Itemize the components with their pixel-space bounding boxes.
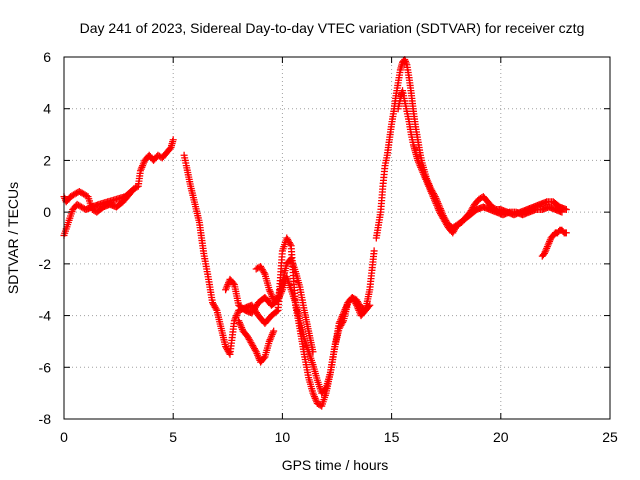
data-point: [130, 185, 138, 193]
y-tick-label: -8: [39, 411, 52, 427]
x-tick-label: 25: [602, 429, 618, 445]
x-tick-label: 15: [384, 429, 400, 445]
y-axis-ticks: -8 -6 -4 -2 0 2 4 6: [39, 49, 610, 427]
y-tick-label: 4: [43, 101, 51, 117]
data-point: [225, 349, 233, 357]
data-point: [270, 327, 278, 335]
plot-frame: [63, 56, 611, 420]
data-point: [169, 136, 177, 144]
data-point: [558, 208, 566, 216]
y-tick-label: 6: [43, 49, 51, 65]
data-point: [286, 240, 294, 248]
data-point: [166, 145, 174, 153]
data-point: [562, 206, 570, 214]
data-point: [370, 247, 378, 255]
data-point: [365, 303, 373, 311]
data-point: [309, 348, 317, 356]
y-tick-label: 0: [43, 204, 51, 220]
x-tick-label: 5: [169, 429, 177, 445]
y-tick-label: -4: [39, 308, 52, 324]
data-point: [260, 269, 268, 277]
data-point: [129, 186, 137, 194]
y-tick-label: 2: [43, 152, 51, 168]
data-point: [562, 229, 570, 237]
y-tick-label: -6: [39, 359, 52, 375]
data-point: [251, 346, 259, 354]
x-tick-label: 20: [493, 429, 509, 445]
grid-lines: [64, 57, 610, 419]
data-point: [321, 385, 329, 393]
axes: [63, 56, 611, 420]
x-axis-label: GPS time / hours: [282, 457, 389, 473]
x-tick-label: 0: [60, 429, 68, 445]
data-point: [260, 354, 268, 362]
data-point: [273, 307, 281, 315]
y-tick-label: -2: [39, 256, 52, 272]
chart-title: Day 241 of 2023, Sidereal Day-to-day VTE…: [80, 20, 585, 36]
data-point: [229, 279, 237, 287]
data-point: [212, 305, 220, 313]
data-point: [366, 301, 374, 309]
x-tick-label: 10: [275, 429, 291, 445]
x-axis-ticks: 0 5 10 15 20 25: [60, 57, 618, 445]
y-axis-label: SDTVAR / TECUs: [5, 182, 21, 294]
data-points: [60, 56, 570, 410]
